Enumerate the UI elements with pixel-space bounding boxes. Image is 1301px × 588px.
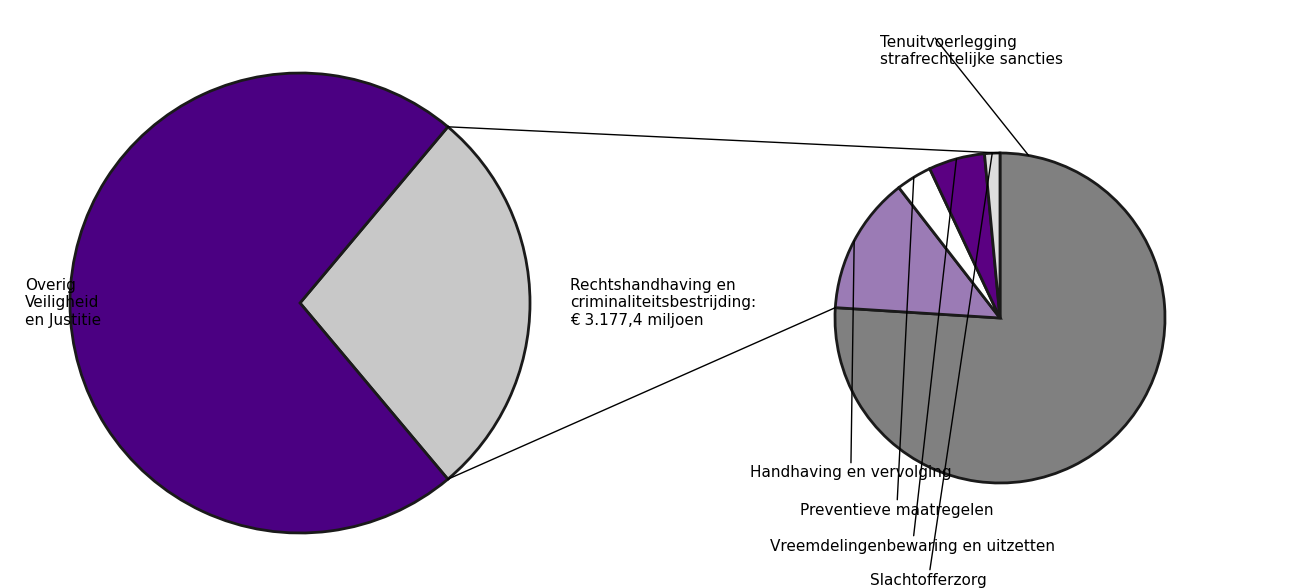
Text: Preventieve maatregelen: Preventieve maatregelen <box>800 178 994 517</box>
Text: Handhaving en vervolging: Handhaving en vervolging <box>749 241 951 480</box>
Text: Overig
Veiligheid
en Justitie: Overig Veiligheid en Justitie <box>25 278 101 328</box>
Wedge shape <box>930 153 1000 318</box>
Text: Slachtofferzorg: Slachtofferzorg <box>870 153 993 587</box>
Text: Vreemdelingenbewaring en uitzetten: Vreemdelingenbewaring en uitzetten <box>770 159 1055 553</box>
Wedge shape <box>899 169 1000 318</box>
Wedge shape <box>835 153 1164 483</box>
Wedge shape <box>70 73 448 533</box>
Text: Tenuitvoerlegging
strafrechtelijke sancties: Tenuitvoerlegging strafrechtelijke sanct… <box>879 35 1063 68</box>
Wedge shape <box>301 127 530 479</box>
Wedge shape <box>985 153 1000 318</box>
Text: Rechtshandhaving en
criminaliteitsbestrijding:
€ 3.177,4 miljoen: Rechtshandhaving en criminaliteitsbestri… <box>570 278 756 328</box>
Wedge shape <box>835 188 1000 318</box>
